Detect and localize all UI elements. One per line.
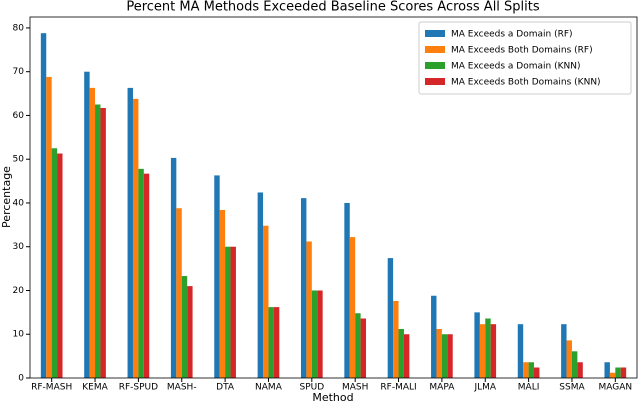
bar bbox=[57, 153, 63, 378]
y-tick-label: 30 bbox=[13, 242, 25, 252]
bar bbox=[127, 87, 133, 379]
legend-label: MA Exceeds Both Domains (KNN) bbox=[451, 78, 601, 88]
bar bbox=[51, 148, 58, 378]
bar bbox=[311, 290, 318, 378]
bar bbox=[447, 334, 453, 378]
x-tick-label: DTA bbox=[216, 383, 235, 393]
y-tick-label: 10 bbox=[13, 330, 25, 340]
y-axis-label: Percentage bbox=[0, 166, 13, 228]
bar bbox=[571, 351, 578, 378]
bar bbox=[441, 334, 448, 378]
bar bbox=[523, 362, 529, 378]
bar bbox=[485, 318, 491, 378]
bar bbox=[219, 209, 226, 378]
bar bbox=[517, 324, 524, 378]
bar bbox=[170, 157, 177, 378]
y-tick-label: 40 bbox=[13, 198, 25, 208]
x-tick-label: MALI bbox=[518, 383, 540, 393]
bar bbox=[40, 33, 47, 378]
bar bbox=[387, 258, 394, 378]
bar bbox=[100, 108, 106, 379]
y-tick-label: 0 bbox=[18, 374, 24, 384]
bar bbox=[355, 313, 361, 378]
x-tick-label: MASH- bbox=[167, 383, 197, 393]
x-tick-label: SPUD bbox=[299, 383, 324, 393]
bar bbox=[528, 362, 535, 378]
bar bbox=[46, 76, 52, 378]
legend-label: MA Exceeds a Domain (KNN) bbox=[451, 62, 580, 72]
x-tick-label: NAMA bbox=[255, 383, 283, 393]
bar bbox=[273, 307, 280, 378]
plot-frame bbox=[29, 16, 638, 379]
bar bbox=[566, 340, 572, 378]
bar bbox=[84, 71, 90, 379]
bar bbox=[620, 367, 627, 378]
y-tick-label: 70 bbox=[13, 67, 25, 77]
x-tick-label: SSMA bbox=[559, 383, 585, 393]
legend-box bbox=[418, 21, 632, 95]
y-tick-label: 60 bbox=[13, 111, 25, 121]
bar bbox=[306, 241, 312, 378]
legend-swatch bbox=[425, 30, 445, 37]
x-tick-label: JLMA bbox=[473, 383, 496, 393]
x-tick-label: MAPA bbox=[429, 383, 455, 393]
bar bbox=[360, 318, 367, 378]
bar bbox=[138, 168, 144, 378]
bar bbox=[300, 198, 307, 378]
bar bbox=[393, 300, 399, 378]
bar bbox=[181, 276, 188, 378]
bar bbox=[436, 328, 442, 378]
bar bbox=[398, 328, 404, 378]
x-tick-label: RF-SPUD bbox=[119, 383, 158, 393]
bar bbox=[490, 324, 497, 378]
legend-label: MA Exceeds a Domain (RF) bbox=[451, 30, 573, 40]
x-tick-label: RF-MALI bbox=[380, 383, 416, 393]
legend-swatch bbox=[425, 78, 445, 85]
y-tick-label: 20 bbox=[13, 286, 25, 296]
bar bbox=[577, 362, 583, 378]
legend-label: MA Exceeds Both Domains (RF) bbox=[451, 46, 593, 56]
chart-title: Percent MA Methods Exceeded Baseline Sco… bbox=[126, 0, 540, 15]
bar bbox=[344, 202, 350, 378]
bar bbox=[95, 104, 101, 379]
bar bbox=[225, 246, 231, 378]
bar bbox=[474, 312, 480, 378]
y-tick-label: 80 bbox=[13, 23, 25, 33]
bar bbox=[263, 225, 269, 378]
bar bbox=[176, 208, 182, 378]
x-tick-label: RF-MASH bbox=[31, 383, 72, 393]
bar bbox=[132, 98, 139, 379]
bar bbox=[561, 324, 567, 378]
bar bbox=[609, 372, 616, 378]
bar bbox=[479, 324, 486, 378]
bar bbox=[257, 192, 264, 378]
bar bbox=[89, 87, 96, 379]
bar bbox=[534, 367, 540, 378]
x-tick-label: KEMA bbox=[82, 383, 108, 393]
bar bbox=[230, 246, 236, 378]
bar bbox=[349, 237, 356, 378]
legend-swatch bbox=[425, 62, 445, 69]
bar bbox=[317, 290, 323, 378]
bar bbox=[615, 367, 621, 378]
x-tick-label: MAGAN bbox=[599, 383, 633, 393]
bar bbox=[187, 286, 193, 378]
bar bbox=[268, 307, 274, 378]
x-axis-label: Method bbox=[312, 391, 353, 404]
bar bbox=[604, 362, 610, 378]
y-tick-label: 50 bbox=[13, 155, 25, 165]
bar bbox=[143, 173, 150, 378]
bar bbox=[431, 295, 437, 378]
x-tick-label: MASH bbox=[342, 383, 368, 393]
bar bbox=[403, 334, 410, 378]
bar bbox=[214, 175, 220, 378]
legend-swatch bbox=[425, 46, 445, 53]
